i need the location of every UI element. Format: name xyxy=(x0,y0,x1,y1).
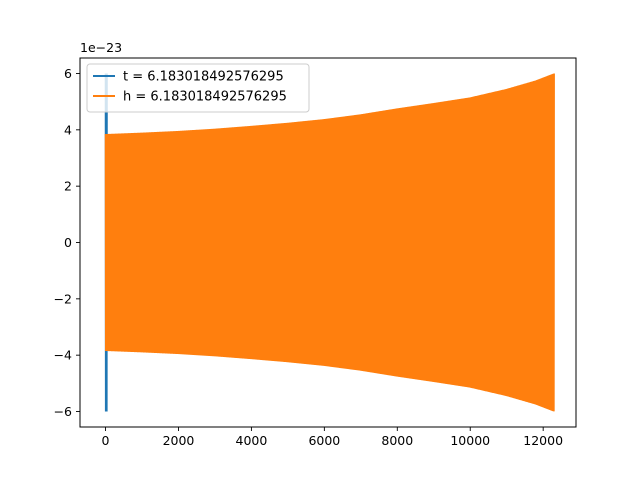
x-tick-label: 4000 xyxy=(236,433,268,448)
y-tick-label: −4 xyxy=(54,348,72,363)
y-tick-label: 0 xyxy=(64,235,72,250)
y-offset-label: 1e−23 xyxy=(80,40,122,55)
y-tick-label: 6 xyxy=(64,66,72,81)
series-1 xyxy=(104,73,555,412)
legend: t = 6.183018492576295 h = 6.1830184925762… xyxy=(86,63,310,113)
x-tick-label: 2000 xyxy=(163,433,195,448)
x-tick-label: 0 xyxy=(102,433,110,448)
y-axis: −6 −4 −2 0 2 4 6 xyxy=(54,66,80,419)
y-tick-label: −6 xyxy=(54,404,72,419)
x-tick-label: 8000 xyxy=(381,433,413,448)
x-tick-label: 6000 xyxy=(308,433,340,448)
y-tick-label: 4 xyxy=(64,122,72,137)
legend-box xyxy=(86,63,310,113)
legend-label: h = 6.183018492576295 xyxy=(123,90,287,105)
x-axis: 0 2000 4000 6000 8000 10000 12000 xyxy=(102,427,563,448)
series-line-1 xyxy=(104,73,555,412)
x-tick-label: 12000 xyxy=(523,433,563,448)
x-tick-label: 10000 xyxy=(450,433,490,448)
y-tick-label: −2 xyxy=(54,291,72,306)
legend-label: t = 6.183018492576295 xyxy=(123,70,284,85)
y-tick-label: 2 xyxy=(64,179,72,194)
